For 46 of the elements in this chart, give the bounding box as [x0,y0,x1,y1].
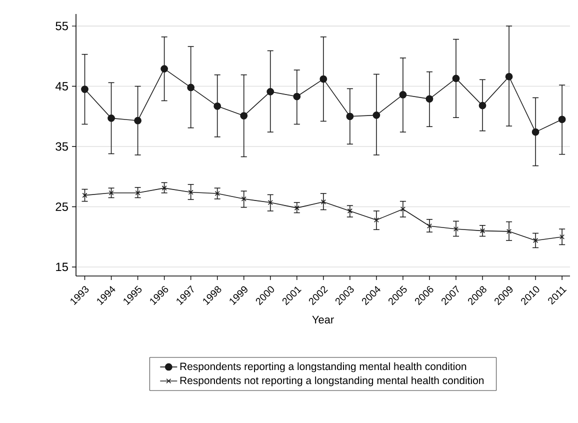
point [346,112,354,120]
point [505,72,513,80]
point [82,192,88,198]
point [532,128,540,136]
point [162,186,167,191]
y-tick-label: 15 [56,262,68,272]
point [135,190,140,196]
point [480,228,486,234]
point [81,86,88,93]
point [266,88,274,96]
x-axis-title: Year [312,316,334,324]
legend-label: Respondents not reporting a longstanding mental health condition [180,376,484,386]
point [320,75,328,83]
y-tick-label: 25 [56,202,68,211]
point [187,84,195,92]
point [160,65,168,73]
point [426,223,432,229]
point [400,206,406,212]
point [294,205,300,210]
point [452,74,460,82]
point [134,116,142,124]
point [506,228,512,234]
point [240,112,248,120]
point [188,190,194,195]
point [268,200,273,206]
point [399,91,407,98]
point [214,102,222,110]
point [108,190,114,196]
point [558,116,566,124]
point [478,102,486,110]
point [560,234,565,240]
y-tick-label: 45 [55,82,68,90]
legend-label: Respondents reporting a longstanding mental health condition [180,362,466,372]
point [214,190,220,196]
point [533,238,538,243]
point [426,95,434,103]
point [453,226,459,232]
point [320,199,326,204]
y-tick-label: 35 [56,142,68,151]
point [241,196,246,202]
point [293,92,301,100]
point [374,217,379,223]
point [108,114,115,122]
y-tick-label: 55 [56,22,68,30]
point [347,208,352,214]
point [372,111,380,119]
